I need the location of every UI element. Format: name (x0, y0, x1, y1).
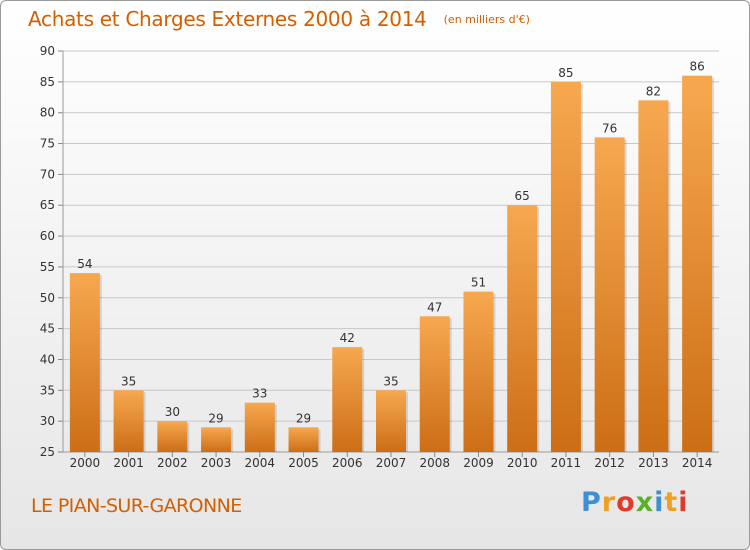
y-tick-label: 55 (40, 260, 55, 274)
logo-letter: i (678, 487, 689, 518)
chart-unit: (en milliers d'€) (443, 13, 530, 26)
proxiti-logo: Proxiti (581, 487, 689, 518)
bar-2002 (157, 421, 188, 452)
x-tick-label: 2007 (376, 456, 407, 470)
bar-2004 (244, 402, 275, 452)
data-label-2003: 29 (208, 411, 223, 425)
x-tick-label: 2004 (245, 456, 276, 470)
data-label-2001: 35 (121, 374, 136, 388)
data-label-2007: 35 (383, 374, 398, 388)
y-tick-label: 40 (40, 352, 55, 366)
logo-letter: o (616, 487, 636, 518)
y-tick-label: 30 (40, 414, 55, 428)
x-tick-label: 2012 (594, 456, 625, 470)
data-label-2002: 30 (165, 405, 180, 419)
data-label-2013: 82 (646, 84, 661, 98)
x-tick-label: 2005 (288, 456, 319, 470)
bar-2007 (376, 390, 406, 452)
bar-2010 (507, 205, 538, 452)
y-tick-label: 75 (40, 137, 55, 151)
data-label-2006: 42 (340, 331, 355, 345)
y-tick-label: 45 (40, 322, 55, 336)
bar-2005 (288, 427, 319, 452)
y-tick-label: 90 (40, 44, 55, 58)
x-tick-label: 2011 (551, 456, 582, 470)
data-label-2014: 86 (689, 60, 704, 74)
x-tick-label: 2009 (463, 456, 494, 470)
x-tick-label: 2014 (682, 456, 713, 470)
bar-2014 (682, 75, 713, 452)
data-labels: 54 35 30 29 33 29 42 35 47 51 65 85 76 82 86 (77, 60, 705, 426)
logo-letter: r (601, 487, 617, 518)
x-tick-label: 2003 (201, 456, 232, 470)
bar-2003 (201, 427, 232, 452)
bar-2009 (463, 291, 494, 452)
y-tick-label: 65 (40, 198, 55, 212)
bar-2000 (69, 273, 100, 452)
y-tick-label: 35 (40, 383, 55, 397)
x-tick-label: 2013 (638, 456, 669, 470)
bar-2001 (113, 390, 144, 452)
title-row: Achats et Charges Externes 2000 à 2014 (… (28, 7, 530, 31)
x-tick-label: 2002 (157, 456, 188, 470)
data-label-2012: 76 (602, 121, 617, 135)
bars (69, 75, 715, 452)
y-tick-label: 70 (40, 167, 55, 181)
bar-2008 (419, 316, 450, 452)
y-tick-label: 50 (40, 291, 55, 305)
x-axis-ticks: 2000 2001 2002 2003 2004 2005 2006 2007 2008 2009… (70, 452, 713, 470)
bar-2006 (332, 347, 363, 452)
bar-2013 (638, 100, 669, 452)
bar-2012 (594, 137, 625, 452)
logo-letter: t (664, 487, 679, 518)
data-label-2005: 29 (296, 411, 311, 425)
y-tick-label: 85 (40, 75, 55, 89)
data-label-2008: 47 (427, 300, 442, 314)
data-label-2000: 54 (77, 257, 92, 271)
y-tick-label: 80 (40, 106, 55, 120)
bar-2011 (550, 81, 581, 452)
y-tick-label: 60 (40, 229, 55, 243)
chart-title: Achats et Charges Externes 2000 à 2014 (28, 7, 427, 31)
y-tick-label: 25 (40, 445, 55, 459)
logo-letter: P (581, 487, 602, 518)
data-label-2011: 85 (558, 66, 573, 80)
x-tick-label: 2001 (113, 456, 144, 470)
data-label-2010: 65 (515, 189, 530, 203)
x-tick-label: 2006 (332, 456, 363, 470)
x-tick-label: 2010 (507, 456, 538, 470)
location-label: LE PIAN-SUR-GARONNE (31, 495, 242, 517)
logo-letter: x (635, 487, 655, 518)
data-label-2009: 51 (471, 276, 486, 290)
x-tick-label: 2000 (70, 456, 101, 470)
logo-letter: i (654, 487, 665, 518)
data-label-2004: 33 (252, 387, 267, 401)
x-tick-label: 2008 (419, 456, 450, 470)
